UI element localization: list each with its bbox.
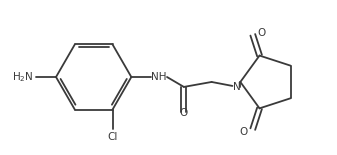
Text: NH: NH	[151, 72, 167, 82]
Text: N: N	[233, 82, 240, 92]
Text: O: O	[240, 127, 248, 137]
Text: Cl: Cl	[107, 132, 118, 142]
Text: O: O	[258, 28, 266, 38]
Text: O: O	[180, 108, 188, 118]
Text: H$_2$N: H$_2$N	[12, 70, 33, 84]
